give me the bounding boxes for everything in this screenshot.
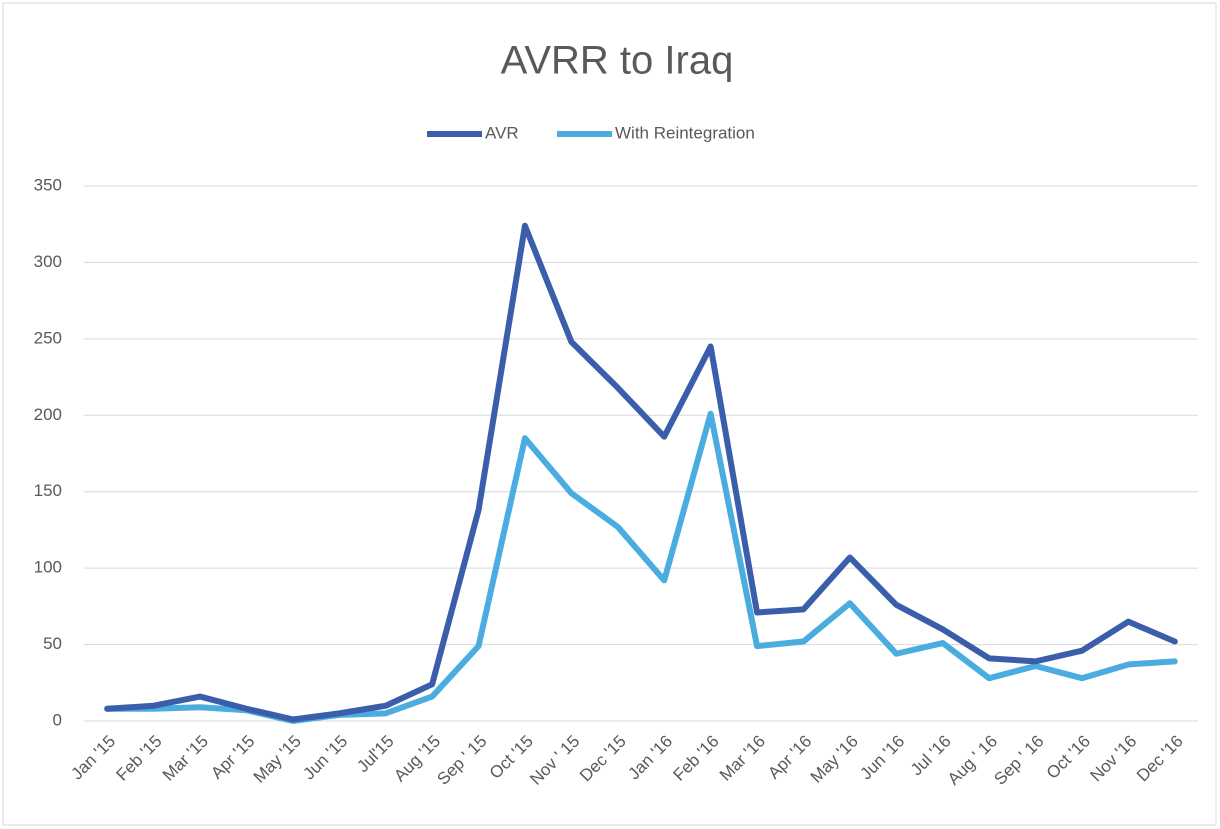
y-tick-label: 250: [34, 328, 62, 347]
y-tick-label: 50: [43, 634, 62, 653]
y-tick-label: 350: [34, 175, 62, 194]
chart-title: AVRR to Iraq: [501, 39, 734, 83]
legend-label: AVR: [485, 123, 519, 142]
y-tick-label: 100: [34, 558, 62, 577]
y-tick-label: 200: [34, 405, 62, 424]
y-tick-label: 0: [53, 710, 62, 729]
y-tick-label: 150: [34, 481, 62, 500]
legend-label: With Reintegration: [615, 123, 755, 142]
y-tick-label: 300: [34, 252, 62, 271]
series-line: [104, 222, 1178, 723]
